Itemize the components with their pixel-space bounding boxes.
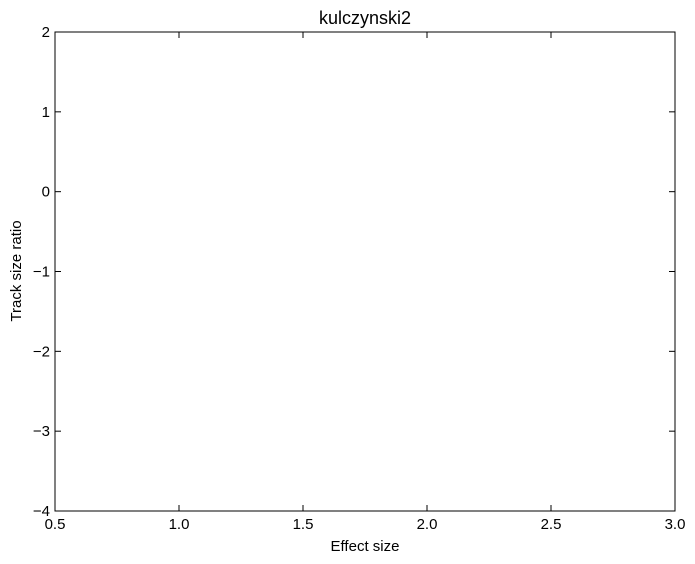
y-tick-label: 0 bbox=[42, 184, 50, 201]
y-axis-label: Track size ratio bbox=[8, 220, 25, 321]
x-axis-label: Effect size bbox=[331, 538, 400, 555]
y-tick-label: −3 bbox=[33, 423, 50, 440]
x-tick-label: 2.5 bbox=[541, 516, 562, 533]
y-tick-label: −2 bbox=[33, 343, 50, 360]
y-tick-label: −4 bbox=[33, 503, 50, 520]
x-tick-label: 2.0 bbox=[417, 516, 438, 533]
plot-area bbox=[54, 31, 676, 512]
x-tick-label: 1.0 bbox=[169, 516, 190, 533]
x-tick-label: 0.5 bbox=[45, 516, 66, 533]
y-tick-label: −1 bbox=[33, 264, 50, 281]
x-tick-label: 1.5 bbox=[293, 516, 314, 533]
y-axis: −4 −3 −2 −1 0 1 2 bbox=[33, 24, 675, 520]
y-tick-label: 2 bbox=[42, 24, 50, 41]
y-tick-label: 1 bbox=[42, 104, 50, 121]
x-axis: 0.5 1.0 1.5 2.0 2.5 3.0 bbox=[45, 32, 686, 533]
x-tick-label: 3.0 bbox=[665, 516, 686, 533]
chart-title: kulczynski2 bbox=[319, 8, 411, 28]
